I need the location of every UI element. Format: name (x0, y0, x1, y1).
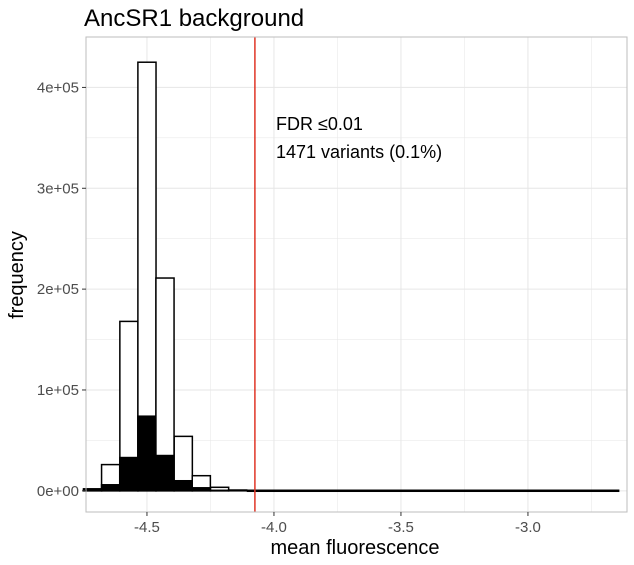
y-axis-title: frequency (6, 231, 28, 319)
y-tick-label: 3e+05 (37, 180, 79, 197)
x-axis-ticks: -4.5 -4.0 -3.5 -3.0 (134, 512, 541, 536)
y-tick-label: 4e+05 (37, 79, 79, 96)
x-tick-label: -3.0 (515, 519, 541, 536)
histogram-bar-filled (100, 484, 121, 492)
histogram-bar-filled (119, 456, 139, 492)
x-tick-label: -3.5 (388, 519, 414, 536)
y-axis-ticks: 0e+00 1e+05 2e+05 3e+05 4e+05 (37, 79, 86, 500)
histogram-bar (227, 489, 248, 492)
histogram-bar-filled (155, 454, 175, 492)
annotation-fdr: FDR ≤0.01 (276, 114, 363, 134)
x-axis-title: mean fluorescence (271, 537, 440, 559)
x-tick-label: -4.0 (261, 519, 287, 536)
y-tick-label: 1e+05 (37, 382, 79, 399)
histogram-bar-filled (137, 415, 157, 492)
y-tick-label: 0e+00 (37, 483, 79, 500)
chart-title: AncSR1 background (84, 5, 304, 32)
histogram-bar-filled (173, 479, 194, 492)
histogram-bar-filled (209, 489, 230, 492)
annotation-variant-count: 1471 variants (0.1%) (276, 142, 442, 162)
histogram-bar-filled (191, 487, 212, 492)
x-tick-label: -4.5 (134, 519, 160, 536)
y-tick-label: 2e+05 (37, 281, 79, 298)
histogram-bars (82, 61, 248, 492)
panel-border (85, 36, 628, 513)
histogram-tail-bars (246, 489, 620, 493)
histogram-tail (246, 489, 620, 493)
